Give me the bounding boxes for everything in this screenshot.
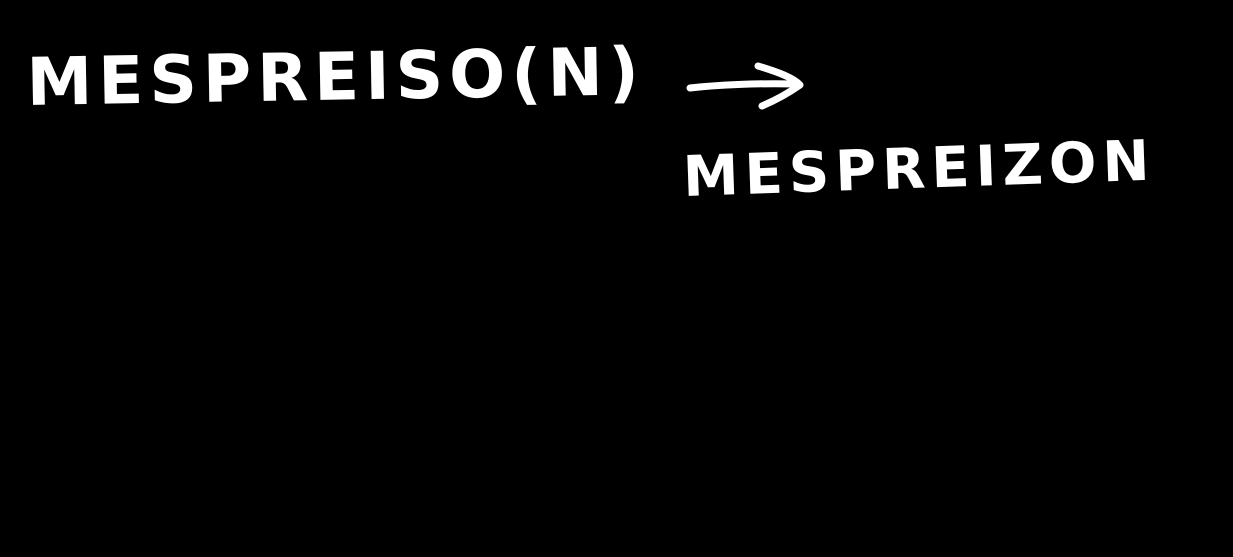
right-arrow-icon bbox=[686, 62, 804, 110]
handwritten-line-2: MESPREIZON bbox=[681, 128, 1157, 210]
handwritten-line-1: MESPREISO(N) bbox=[25, 33, 646, 121]
